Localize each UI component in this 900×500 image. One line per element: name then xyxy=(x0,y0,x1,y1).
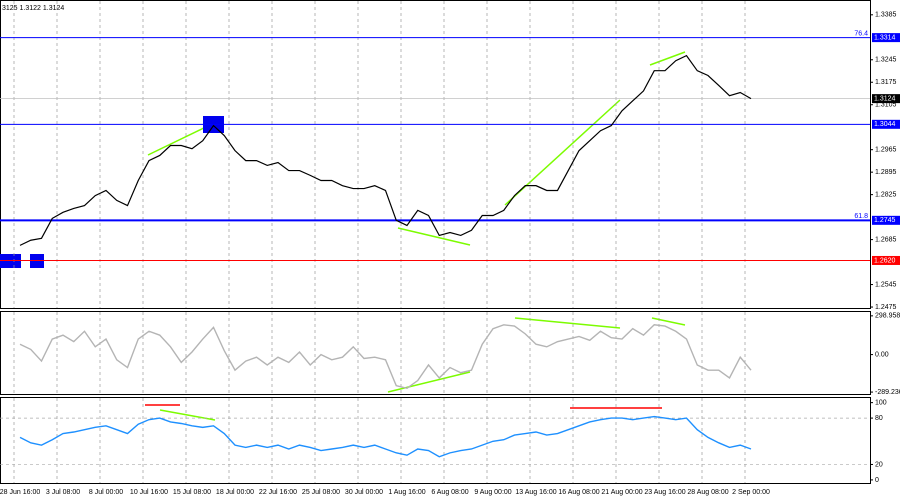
level-label: 1.3044 xyxy=(874,121,896,128)
main-panel xyxy=(0,0,871,309)
x-tick-label: 6 Aug 08:00 xyxy=(431,489,468,496)
y-tick-label: 80 xyxy=(875,415,883,422)
y-tick-label: 1.2965 xyxy=(875,147,897,154)
y-tick-label: 1.2475 xyxy=(875,304,897,311)
series-line xyxy=(19,54,752,246)
x-tick-label: 30 Jul 00:00 xyxy=(345,489,383,496)
x-tick-label: 21 Aug 00:00 xyxy=(601,489,642,496)
x-tick-label: 25 Jul 08:00 xyxy=(302,489,340,496)
y-tick-label: 298.9583 xyxy=(875,313,900,320)
series-line xyxy=(19,415,752,458)
level-label: 1.2745 xyxy=(874,217,896,224)
y-tick-label: 0.00 xyxy=(875,351,889,358)
rsi-panel xyxy=(0,397,871,484)
level-tag xyxy=(872,255,900,265)
fib-label: 61.8 xyxy=(854,213,868,220)
trend-line xyxy=(649,51,686,66)
trend-line xyxy=(147,124,211,156)
x-tick-label: 9 Aug 00:00 xyxy=(474,489,511,496)
y-tick-label: 1.3105 xyxy=(875,102,897,109)
x-tick-label: 28 Aug 08:00 xyxy=(687,489,728,496)
x-tick-label: 15 Jul 08:00 xyxy=(173,489,211,496)
x-tick-label: 8 Jul 00:00 xyxy=(89,489,123,496)
y-tick-label: 1.2685 xyxy=(875,236,897,243)
trend-line xyxy=(504,99,621,206)
trend-line xyxy=(387,371,471,393)
cci-panel xyxy=(0,311,871,395)
annotations xyxy=(0,51,686,421)
marker-box xyxy=(0,254,21,268)
x-tick-label: 16 Aug 08:00 xyxy=(558,489,599,496)
level-label: 1.2620 xyxy=(874,257,896,264)
x-tick-label: 1 Aug 16:00 xyxy=(388,489,425,496)
level-tag xyxy=(872,33,900,43)
y-tick-label: 1.2895 xyxy=(875,169,897,176)
level-label: 1.3314 xyxy=(874,34,896,41)
x-tick-label: 3 Jul 08:00 xyxy=(46,489,80,496)
x-tick-label: 23 Aug 16:00 xyxy=(644,489,685,496)
trend-line xyxy=(397,227,471,246)
y-tick-label: 1.2825 xyxy=(875,191,897,198)
y-tick-label: 0 xyxy=(875,477,879,484)
x-tick-label: 13 Aug 16:00 xyxy=(515,489,556,496)
marker-box xyxy=(30,254,44,268)
level-tag xyxy=(872,215,900,225)
y-tick-label: 100 xyxy=(875,399,887,406)
y-tick-label: 20 xyxy=(875,461,883,468)
last-price-tag xyxy=(872,94,900,104)
y-tick-label: 1.3175 xyxy=(875,79,897,86)
last-price-label: 1.3124 xyxy=(874,95,896,102)
level-tag xyxy=(872,119,900,129)
y-tick-label: 1.3245 xyxy=(875,57,897,64)
x-tick-label: 28 Jun 16:00 xyxy=(0,489,40,496)
x-tick-label: 2 Sep 00:00 xyxy=(732,489,770,496)
fib-label: 76.4 xyxy=(854,30,868,37)
trend-line xyxy=(651,317,686,326)
y-tick-label: 1.3385 xyxy=(875,12,897,19)
x-tick-label: 22 Jul 16:00 xyxy=(259,489,297,496)
x-tick-label: 10 Jul 16:00 xyxy=(130,489,168,496)
y-tick-label: 1.2545 xyxy=(875,281,897,288)
trend-line xyxy=(514,317,621,329)
x-tick-label: 18 Jul 00:00 xyxy=(216,489,254,496)
y-tick-label: -289.236 xyxy=(875,389,900,396)
series-line xyxy=(19,324,752,390)
price-info: 3125 1.3122 1.3124 xyxy=(2,5,64,12)
